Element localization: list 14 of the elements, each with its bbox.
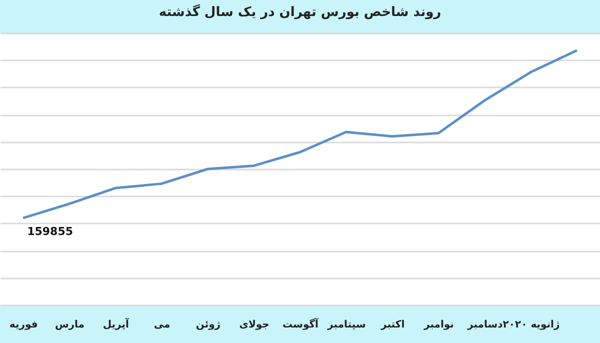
chart-title: روند شاخص بورس تهران در یک سال گذشته [158,4,442,20]
x-tick-label: ژانویه ۲۰۲۰ [502,320,560,330]
x-tick-label: می [154,320,170,330]
x-tick-label: آپریل [102,318,130,330]
x-tick-label: اکتبر [380,320,405,330]
x-tick-label: جولای [239,320,270,330]
x-tick-label: فوریه [9,320,38,330]
x-tick-label: نوامبر [422,320,454,330]
x-tick-label: مارس [54,320,84,330]
x-tick-label: سپتامبر [326,320,366,330]
x-tick-label: آگوست [282,318,320,330]
data-label: 159855 [27,225,74,238]
x-tick-label: ژوئن [196,320,221,330]
x-tick-label: دسامبر [466,320,503,330]
